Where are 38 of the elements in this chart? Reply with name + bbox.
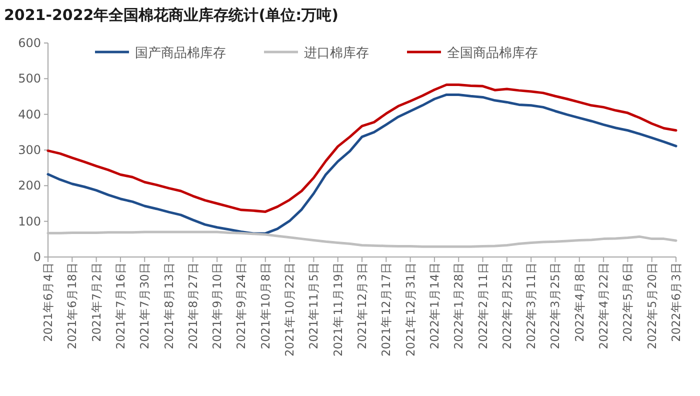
chart-title: 2021-2022年全国棉花商业库存统计(单位:万吨) <box>4 6 338 24</box>
x-tick-label: 2022年5月6日 <box>620 262 635 342</box>
x-tick-label: 2021年7月2日 <box>89 262 104 342</box>
x-tick-label: 2021年12月3日 <box>355 262 369 350</box>
x-tick-label: 2022年3月25日 <box>548 262 562 350</box>
x-tick-label: 2021年11月19日 <box>330 262 345 357</box>
x-tick-label: 2022年1月14日 <box>427 262 442 350</box>
x-tick-label: 2021年7月30日 <box>138 262 152 350</box>
x-tick-label: 2021年12月31日 <box>403 262 418 357</box>
x-tick-label: 2021年9月10日 <box>210 262 224 350</box>
y-tick-label: 500 <box>18 72 41 86</box>
y-tick-label: 200 <box>18 178 41 193</box>
x-tick-label: 2021年9月24日 <box>234 262 248 350</box>
x-tick-label: 2022年3月11日 <box>524 262 538 350</box>
x-tick-label: 2021年6月18日 <box>65 262 80 350</box>
x-tick-label: 2021年7月16日 <box>113 262 128 350</box>
x-tick-label: 2022年4月8日 <box>572 262 586 342</box>
legend-label: 全国商品棉库存 <box>447 46 538 61</box>
x-tick-label: 2022年2月25日 <box>500 262 514 350</box>
y-tick-label: 400 <box>18 107 41 122</box>
legend-label: 国产商品棉库存 <box>135 46 226 61</box>
x-tick-label: 2022年6月3日 <box>669 262 683 342</box>
x-tick-label: 2021年8月27日 <box>186 262 200 350</box>
y-tick-label: 100 <box>18 214 41 228</box>
x-tick-label: 2021年6月4日 <box>41 262 55 342</box>
x-tick-label: 2021年10月22日 <box>282 262 297 357</box>
x-tick-label: 2022年2月11日 <box>476 262 490 350</box>
x-tick-label: 2022年5月20日 <box>644 262 659 350</box>
x-tick-label: 2022年4月22日 <box>596 262 611 350</box>
y-tick-label: 600 <box>18 36 41 50</box>
legend-label: 进口棉库存 <box>304 46 369 61</box>
x-tick-label: 2021年8月13日 <box>162 262 176 350</box>
y-tick-label: 0 <box>33 250 41 264</box>
x-tick-label: 2021年11月5日 <box>306 262 321 350</box>
x-tick-label: 2022年1月28日 <box>452 262 466 350</box>
y-tick-label: 300 <box>18 143 41 157</box>
x-tick-label: 2021年10月8日 <box>258 262 272 350</box>
x-tick-label: 2021年12月17日 <box>379 262 394 357</box>
